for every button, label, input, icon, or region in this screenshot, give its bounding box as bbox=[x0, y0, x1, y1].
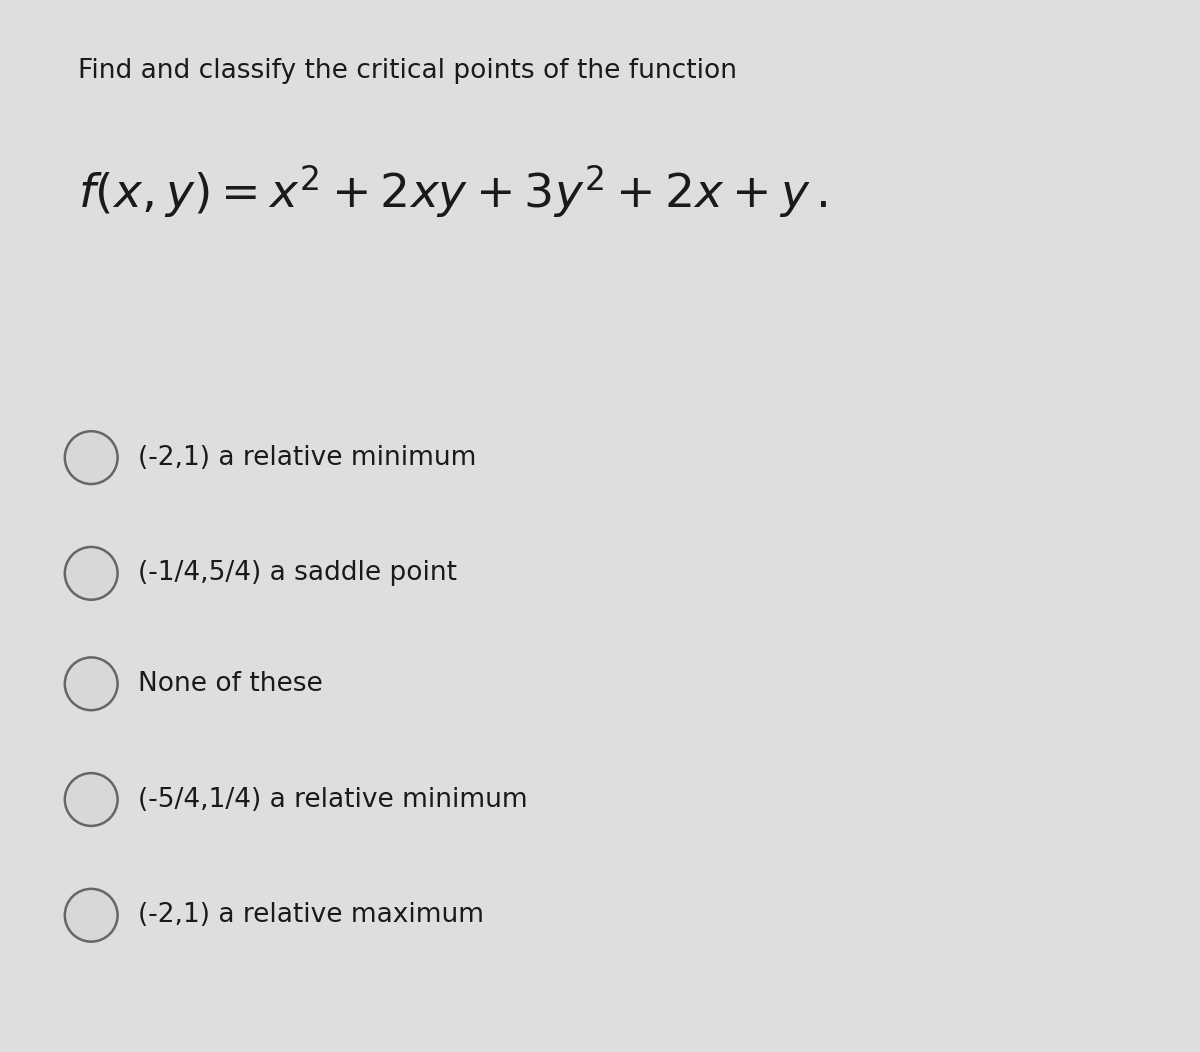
Text: (-5/4,1/4) a relative minimum: (-5/4,1/4) a relative minimum bbox=[138, 787, 528, 812]
Text: Find and classify the critical points of the function: Find and classify the critical points of… bbox=[78, 58, 737, 84]
Ellipse shape bbox=[65, 658, 118, 710]
Ellipse shape bbox=[65, 889, 118, 942]
Ellipse shape bbox=[65, 547, 118, 600]
Ellipse shape bbox=[65, 431, 118, 484]
Text: (-2,1) a relative minimum: (-2,1) a relative minimum bbox=[138, 445, 476, 470]
Text: (-2,1) a relative maximum: (-2,1) a relative maximum bbox=[138, 903, 484, 928]
Text: None of these: None of these bbox=[138, 671, 323, 696]
Text: $f(x, y) = x^2 + 2xy + 3y^2 + 2x + y\,.$: $f(x, y) = x^2 + 2xy + 3y^2 + 2x + y\,.$ bbox=[78, 163, 828, 220]
Ellipse shape bbox=[65, 773, 118, 826]
Text: (-1/4,5/4) a saddle point: (-1/4,5/4) a saddle point bbox=[138, 561, 457, 586]
